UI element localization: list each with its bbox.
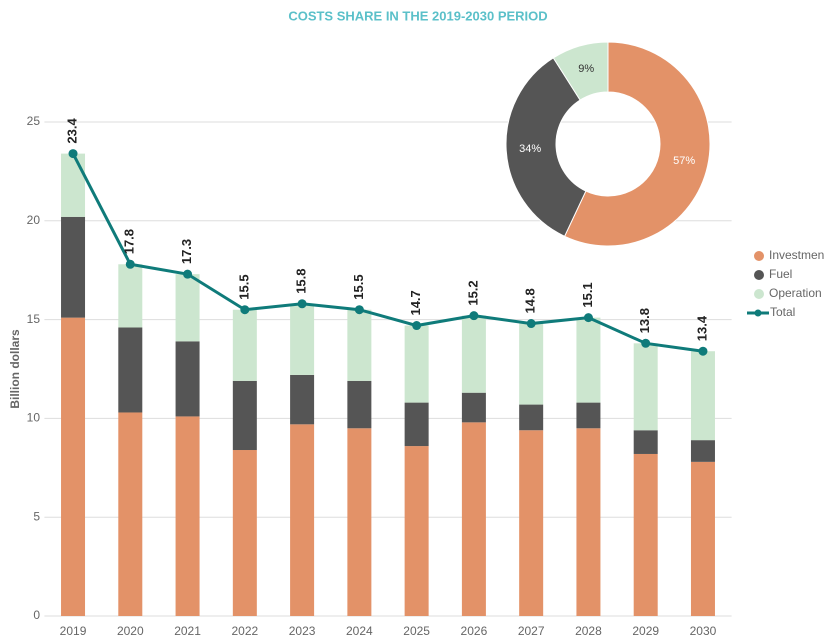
data-label: 15.8 xyxy=(294,268,309,293)
bar-segment xyxy=(633,430,658,454)
bar-segment xyxy=(690,461,715,616)
data-label: 17.8 xyxy=(122,229,137,254)
bar-segment xyxy=(61,317,86,616)
data-label: 15.5 xyxy=(351,274,366,299)
pie-slice xyxy=(563,41,711,247)
y-tick-label: 10 xyxy=(27,411,41,425)
bar-segment xyxy=(232,309,257,381)
line-point xyxy=(183,269,193,279)
bar-segment xyxy=(175,341,200,417)
bar-segment xyxy=(347,309,372,381)
x-tick-label: 2021 xyxy=(174,624,201,638)
x-tick-label: 2028 xyxy=(575,624,602,638)
bar-segment xyxy=(175,416,200,616)
bar-segment xyxy=(461,392,486,423)
pie-slice xyxy=(505,57,587,237)
x-tick-label: 2026 xyxy=(461,624,488,638)
bar-segment xyxy=(347,380,372,429)
y-tick-label: 15 xyxy=(27,312,41,326)
x-tick-label: 2027 xyxy=(518,624,545,638)
line-point xyxy=(240,305,250,315)
line-point xyxy=(526,319,536,329)
bar-segment xyxy=(404,325,429,403)
data-label: 23.4 xyxy=(64,118,79,144)
x-tick-label: 2020 xyxy=(117,624,144,638)
line-point xyxy=(412,321,422,331)
line-point xyxy=(469,311,479,321)
bar-segment xyxy=(576,317,601,403)
legend-label: Fuel xyxy=(769,267,792,281)
data-label: 13.4 xyxy=(694,315,709,341)
x-tick-label: 2029 xyxy=(632,624,659,638)
line-point xyxy=(354,305,364,315)
bar-segment xyxy=(118,264,143,328)
data-label: 14.8 xyxy=(523,288,538,313)
legend-marker xyxy=(754,289,764,299)
pie-label: 34% xyxy=(519,143,541,155)
x-tick-label: 2024 xyxy=(346,624,373,638)
legend-marker xyxy=(754,309,762,317)
bar-segment xyxy=(690,351,715,441)
bar-segment xyxy=(347,428,372,616)
pie-label: 57% xyxy=(673,155,695,167)
x-tick-label: 2019 xyxy=(60,624,87,638)
bar-segment xyxy=(519,404,544,431)
bar-segment xyxy=(461,422,486,616)
bar-segment xyxy=(61,153,86,217)
data-label: 14.7 xyxy=(408,290,423,315)
legend-label: Total xyxy=(770,305,795,319)
bar-segment xyxy=(61,216,86,318)
line-point xyxy=(68,149,78,159)
pie-slice xyxy=(552,41,609,101)
bar-segment xyxy=(633,343,658,431)
data-label: 17.3 xyxy=(179,239,194,264)
data-label: 15.5 xyxy=(236,274,251,299)
bar-segment xyxy=(175,274,200,342)
bar-segment xyxy=(118,412,143,616)
y-axis-label: Billion dollars xyxy=(8,329,22,409)
line-point xyxy=(297,299,307,309)
legend-label: Investmen xyxy=(769,248,824,262)
data-label: 13.8 xyxy=(637,308,652,333)
bar-segment xyxy=(461,315,486,393)
legend-marker xyxy=(754,270,764,280)
y-tick-label: 0 xyxy=(33,608,40,622)
chart-title: COSTS SHARE IN THE 2019-2030 PERIOD xyxy=(288,8,547,23)
bar-segment xyxy=(690,440,715,462)
bar-segment xyxy=(290,374,315,425)
data-label: 15.1 xyxy=(580,282,595,307)
x-tick-label: 2030 xyxy=(690,624,717,638)
data-label: 15.2 xyxy=(465,280,480,305)
y-tick-label: 25 xyxy=(27,114,41,128)
line-point xyxy=(583,313,593,323)
line-point xyxy=(698,346,708,356)
y-tick-label: 20 xyxy=(27,213,41,227)
bar-segment xyxy=(404,446,429,616)
bar-segment xyxy=(290,424,315,616)
line-point xyxy=(125,259,135,269)
bar-segment xyxy=(633,453,658,616)
bar-segment xyxy=(290,303,315,375)
line-point xyxy=(641,338,651,348)
bar-segment xyxy=(576,402,601,429)
pie-label: 9% xyxy=(578,63,594,75)
x-tick-label: 2023 xyxy=(289,624,316,638)
y-tick-label: 5 xyxy=(33,509,40,523)
bar-segment xyxy=(519,323,544,405)
legend-label: Operation xyxy=(769,286,822,300)
bar-segment xyxy=(519,430,544,616)
bar-segment xyxy=(404,402,429,447)
bar-segment xyxy=(232,450,257,616)
bar-segment xyxy=(118,327,143,413)
bar-segment xyxy=(576,428,601,616)
x-tick-label: 2022 xyxy=(231,624,258,638)
line xyxy=(71,152,704,353)
legend-marker xyxy=(754,251,764,261)
x-tick-label: 2025 xyxy=(403,624,430,638)
bar-segment xyxy=(232,380,257,451)
